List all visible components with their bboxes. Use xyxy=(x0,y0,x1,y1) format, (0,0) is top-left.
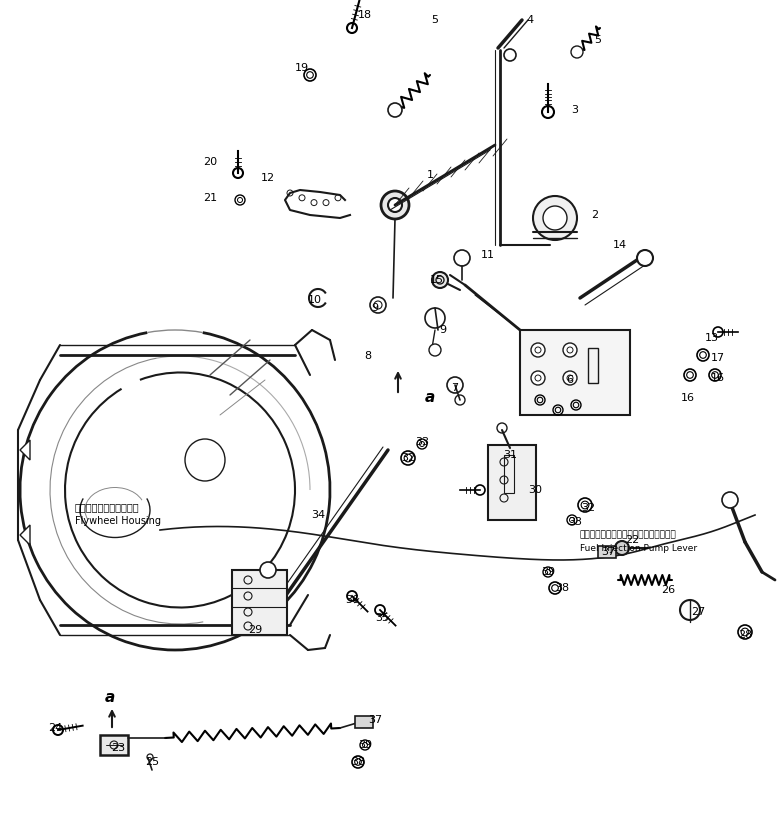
Text: 4: 4 xyxy=(526,15,533,25)
Text: 11: 11 xyxy=(481,250,495,260)
Circle shape xyxy=(370,297,386,313)
Text: 5: 5 xyxy=(594,35,601,45)
Text: 32: 32 xyxy=(581,503,595,513)
Text: フライホイルハウジング: フライホイルハウジング xyxy=(75,502,139,512)
Text: 38: 38 xyxy=(351,757,365,767)
Text: 14: 14 xyxy=(613,240,627,250)
Text: 39: 39 xyxy=(358,740,372,750)
Circle shape xyxy=(425,308,445,328)
Circle shape xyxy=(531,343,545,357)
Circle shape xyxy=(680,600,700,620)
Text: 37: 37 xyxy=(368,715,382,725)
Circle shape xyxy=(563,343,577,357)
Text: 28: 28 xyxy=(738,630,752,640)
Circle shape xyxy=(615,541,629,555)
Text: 37: 37 xyxy=(601,547,615,557)
Bar xyxy=(520,330,630,415)
Bar xyxy=(100,735,128,755)
Text: 1: 1 xyxy=(427,170,434,180)
Text: 26: 26 xyxy=(661,585,675,595)
Circle shape xyxy=(260,562,276,578)
Circle shape xyxy=(388,198,402,212)
Circle shape xyxy=(543,206,567,230)
Bar xyxy=(488,445,536,520)
Text: 17: 17 xyxy=(711,353,725,363)
Text: 3: 3 xyxy=(572,105,579,115)
Text: a: a xyxy=(105,691,115,705)
Text: 38: 38 xyxy=(555,583,569,593)
Circle shape xyxy=(447,377,463,393)
Text: 32: 32 xyxy=(401,453,415,463)
Bar xyxy=(588,348,598,383)
Circle shape xyxy=(504,49,516,61)
Text: 35: 35 xyxy=(375,613,389,623)
Text: Fuel Injection Pump Lever: Fuel Injection Pump Lever xyxy=(580,544,697,553)
Text: 21: 21 xyxy=(203,193,217,203)
Text: 30: 30 xyxy=(528,485,542,495)
Circle shape xyxy=(563,371,577,385)
Circle shape xyxy=(388,103,402,117)
Text: 29: 29 xyxy=(248,625,262,635)
Circle shape xyxy=(432,272,448,288)
Text: 15: 15 xyxy=(430,275,444,285)
Text: 19: 19 xyxy=(295,63,309,73)
Text: 27: 27 xyxy=(691,607,705,617)
Circle shape xyxy=(381,191,409,219)
Circle shape xyxy=(454,250,470,266)
Text: 36: 36 xyxy=(345,595,359,605)
Circle shape xyxy=(531,371,545,385)
Text: 20: 20 xyxy=(203,157,217,167)
Polygon shape xyxy=(20,525,30,545)
Text: 8: 8 xyxy=(364,351,372,361)
Text: a: a xyxy=(425,390,435,405)
Circle shape xyxy=(722,492,738,508)
Text: 10: 10 xyxy=(308,295,322,305)
Text: Flywheel Housing: Flywheel Housing xyxy=(75,516,161,526)
Circle shape xyxy=(637,250,653,266)
Text: 7: 7 xyxy=(452,383,459,393)
Bar xyxy=(598,546,616,558)
Text: 2: 2 xyxy=(591,210,598,220)
Text: 16: 16 xyxy=(681,393,695,403)
Text: 23: 23 xyxy=(111,743,125,753)
Bar xyxy=(504,455,514,493)
Text: 13: 13 xyxy=(705,333,719,343)
Text: 22: 22 xyxy=(625,535,639,545)
Circle shape xyxy=(571,46,583,58)
Circle shape xyxy=(533,196,577,240)
Text: 16: 16 xyxy=(711,373,725,383)
Polygon shape xyxy=(20,440,30,460)
Text: 18: 18 xyxy=(358,10,372,20)
Text: 24: 24 xyxy=(48,723,62,733)
Text: 5: 5 xyxy=(431,15,438,25)
Text: 9: 9 xyxy=(371,303,378,313)
Text: 25: 25 xyxy=(145,757,159,767)
Bar xyxy=(355,716,373,728)
Text: 33: 33 xyxy=(415,437,429,447)
Text: 31: 31 xyxy=(503,450,517,460)
Text: 6: 6 xyxy=(566,375,573,385)
Text: 34: 34 xyxy=(311,510,325,520)
Text: 33: 33 xyxy=(568,517,582,527)
Text: 12: 12 xyxy=(261,173,275,183)
Text: 39: 39 xyxy=(541,567,555,577)
Text: 9: 9 xyxy=(439,325,446,335)
Bar xyxy=(232,570,287,635)
Text: フェエルインジェクションポンプレバー: フェエルインジェクションポンプレバー xyxy=(580,530,677,539)
Circle shape xyxy=(429,344,441,356)
